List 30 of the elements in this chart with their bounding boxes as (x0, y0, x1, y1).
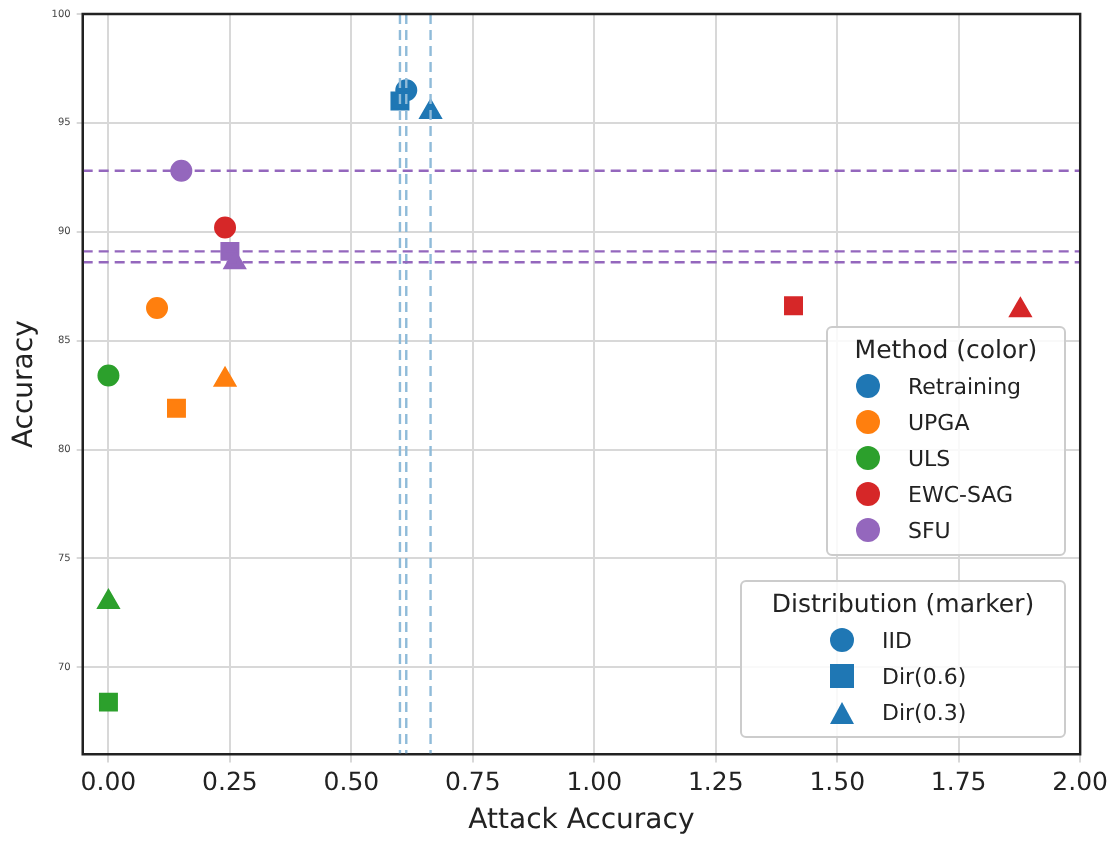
point (170, 159, 193, 182)
annotation: Distribution (marker) (769, 588, 1037, 618)
point (166, 398, 186, 418)
x-tick-label: 0.00 (80, 765, 137, 796)
point (98, 692, 118, 712)
x-tick-label: 2.00 (1052, 765, 1109, 796)
legend-label: EWC-SAG (908, 481, 1014, 507)
point (1009, 297, 1032, 318)
annotation: Dir(0.3) (882, 699, 967, 725)
legend-label: SFU (908, 517, 951, 543)
annotation: IID (882, 627, 912, 653)
x-axis-title: Attack Accuracy (468, 804, 695, 837)
y-axis-title: Accuracy (8, 320, 41, 449)
point (213, 366, 237, 387)
x-tick-label: 1.25 (687, 765, 744, 796)
point (97, 364, 120, 387)
x-tick-label: 0.75 (444, 765, 501, 796)
legend-label: Retraining (908, 373, 1022, 399)
point (214, 216, 237, 239)
x-tick-label: 1.75 (930, 765, 987, 796)
point (97, 588, 120, 609)
x-tick-label: 1.50 (809, 765, 866, 796)
legend-label: UPGA (908, 409, 970, 435)
legend-label: ULS (908, 445, 951, 471)
point (146, 296, 169, 319)
x-tick-label: 1.00 (566, 765, 623, 796)
x-tick-label: 0.25 (202, 765, 258, 796)
legend-title: Method (color) (852, 334, 1040, 364)
annotation: Dir(0.6) (882, 663, 967, 689)
x-tick-label: 0.50 (323, 765, 380, 796)
